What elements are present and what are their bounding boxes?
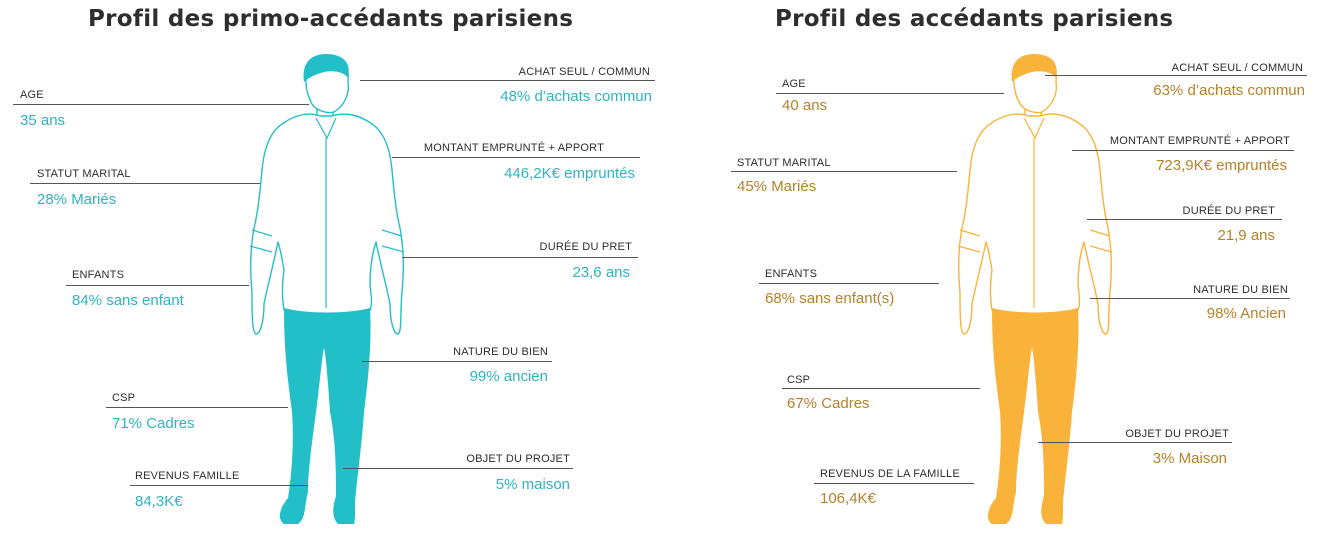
leader-line — [759, 283, 939, 284]
stat-label-age: AGE — [20, 89, 44, 101]
leader-line — [13, 104, 309, 105]
stat-value-age: 40 ans — [782, 97, 828, 114]
stat-label-nature: NATURE DU BIEN — [1193, 284, 1288, 296]
stat-label-statut-marital: STATUT MARITAL — [737, 157, 831, 169]
panel-accedants: Profil des accédants parisiens AGE 40 an… — [662, 0, 1323, 535]
stat-value-objet: 5% maison — [495, 476, 570, 493]
stat-value-achat: 63% d’achats commun — [1153, 82, 1305, 99]
stat-label-age: AGE — [782, 78, 806, 90]
leader-line — [1038, 442, 1232, 443]
stat-label-enfants: ENFANTS — [72, 269, 125, 281]
leader-line — [782, 388, 980, 389]
stat-value-objet: 3% Maison — [1152, 450, 1227, 467]
stat-value-nature: 99% ancien — [469, 368, 548, 385]
stat-label-achat: ACHAT SEUL / COMMUN — [518, 66, 650, 78]
stat-value-revenus: 84,3K€ — [135, 493, 183, 510]
leader-line — [343, 468, 573, 469]
stat-label-nature: NATURE DU BIEN — [453, 346, 548, 358]
leader-line — [1090, 298, 1290, 299]
leader-line — [130, 485, 308, 486]
leader-line — [402, 257, 638, 258]
stat-value-revenus: 106,4K€ — [820, 490, 876, 507]
man-figure-icon — [934, 52, 1124, 530]
stat-label-montant: MONTANT EMPRUNTÉ + APPORT — [1109, 135, 1290, 147]
stat-value-age: 35 ans — [20, 112, 66, 129]
stat-label-revenus: REVENUS DE LA FAMILLE — [820, 468, 960, 480]
stat-value-montant: 723,9K€ empruntés — [1156, 157, 1287, 174]
stat-value-duree: 21,9 ans — [1217, 227, 1275, 244]
stat-value-enfants: 68% sans enfant(s) — [765, 290, 895, 307]
leader-line — [1087, 219, 1282, 220]
stat-value-nature: 98% Ancien — [1206, 305, 1286, 322]
leader-line — [814, 483, 974, 484]
leader-line — [66, 285, 249, 286]
stat-value-montant: 446,2K€ empruntés — [504, 165, 635, 182]
leader-line — [731, 171, 957, 172]
stat-label-objet: OBJET DU PROJET — [466, 453, 570, 465]
stat-label-achat: ACHAT SEUL / COMMUN — [1171, 62, 1303, 74]
panel-primo-accedants: Profil des primo-accédants parisiens AGE… — [13, 6, 655, 530]
stat-label-objet: OBJET DU PROJET — [1125, 428, 1229, 440]
stat-label-statut-marital: STATUT MARITAL — [37, 168, 131, 180]
stat-value-enfants: 84% sans enfant — [72, 292, 184, 309]
stat-label-csp: CSP — [787, 374, 811, 386]
panel-title: Profil des primo-accédants parisiens — [88, 6, 574, 32]
leader-line — [776, 93, 1004, 94]
stat-value-csp: 67% Cadres — [787, 395, 870, 412]
stat-label-duree: DURÉE DU PRET — [539, 241, 632, 253]
stat-label-duree: DURÉE DU PRET — [1182, 205, 1275, 217]
leader-line — [1045, 75, 1307, 76]
leader-line — [392, 157, 640, 158]
stat-label-enfants: ENFANTS — [765, 268, 818, 280]
stat-value-csp: 71% Cadres — [112, 415, 195, 432]
leader-line — [362, 361, 552, 362]
panel-title: Profil des accédants parisiens — [775, 6, 1174, 32]
stat-label-csp: CSP — [112, 392, 136, 404]
man-figure-icon — [226, 52, 416, 530]
leader-line — [30, 183, 260, 184]
leader-line — [1072, 150, 1294, 151]
stat-value-duree: 23,6 ans — [572, 264, 630, 281]
stat-label-montant: MONTANT EMPRUNTÉ + APPORT — [423, 142, 604, 154]
stat-value-achat: 48% d’achats commun — [500, 88, 652, 105]
leader-line — [360, 80, 655, 81]
leader-line — [106, 407, 288, 408]
stat-value-statut-marital: 45% Mariés — [737, 178, 817, 195]
stat-value-statut-marital: 28% Mariés — [37, 191, 117, 208]
stat-label-revenus: REVENUS FAMILLE — [135, 470, 240, 482]
